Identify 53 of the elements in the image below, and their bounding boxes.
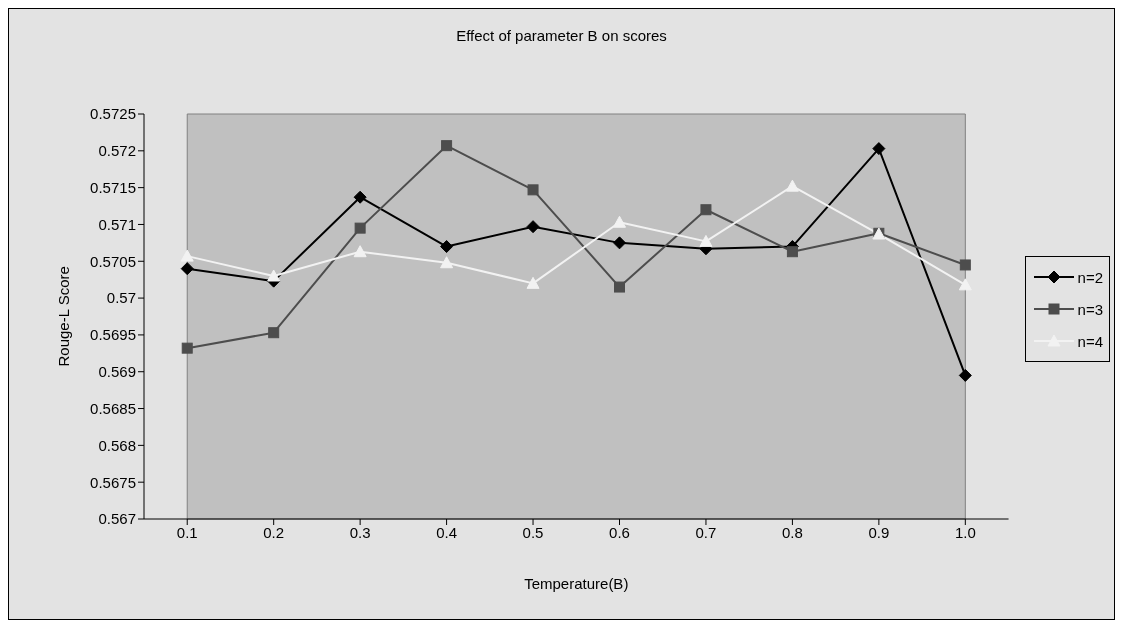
- point: [440, 256, 454, 269]
- point: [527, 184, 539, 196]
- point: [958, 368, 972, 382]
- point: [958, 278, 972, 291]
- point: [959, 259, 971, 271]
- point: [614, 281, 625, 293]
- x-tick-label: 0.9: [868, 523, 890, 541]
- y-tick-label: 0.571: [98, 215, 136, 233]
- point: [441, 140, 453, 152]
- point: [353, 245, 367, 258]
- point: [440, 240, 454, 254]
- x-tick-label: 1.0: [954, 523, 976, 541]
- point: [786, 246, 798, 258]
- x-tick-label: 0.1: [176, 523, 198, 541]
- y-axis-title: Rouge-L Score: [55, 266, 73, 367]
- point: [872, 142, 886, 156]
- point: [353, 190, 367, 204]
- y-tick-label: 0.5715: [90, 178, 136, 196]
- legend-label: n=3: [1077, 300, 1103, 318]
- y-tick-label: 0.5725: [90, 105, 136, 123]
- point: [700, 204, 712, 216]
- point: [785, 179, 799, 192]
- y-tick-label: 0.57: [106, 289, 136, 307]
- point: [613, 215, 626, 228]
- point: [181, 342, 193, 354]
- point: [526, 276, 540, 289]
- legend-label: n=2: [1077, 268, 1103, 286]
- x-axis-title: Temperature(B): [524, 575, 629, 592]
- y-tick-label: 0.5685: [90, 399, 136, 417]
- y-tick-label: 0.568: [98, 436, 136, 454]
- y-tick-label: 0.5675: [90, 473, 136, 491]
- point: [180, 249, 194, 262]
- x-tick-label: 0.8: [781, 523, 803, 541]
- point: [526, 220, 540, 234]
- chart-title: Effect of parameter B on scores: [455, 27, 668, 44]
- x-tick-label: 0.7: [695, 523, 717, 541]
- legend-label: n=4: [1077, 332, 1103, 350]
- y-tick-label: 0.5705: [90, 252, 136, 270]
- y-tick-label: 0.572: [98, 142, 136, 160]
- x-tick-label: 0.2: [263, 523, 285, 541]
- x-tick-label: 0.6: [609, 523, 630, 541]
- point: [268, 327, 280, 339]
- point: [267, 269, 281, 282]
- y-tick-label: 0.567: [98, 510, 136, 528]
- point: [613, 236, 626, 250]
- y-tick-label: 0.569: [98, 363, 136, 381]
- x-tick-label: 0.3: [349, 523, 371, 541]
- x-tick-label: 0.4: [436, 523, 458, 541]
- x-tick-label: 0.5: [522, 523, 544, 541]
- point: [354, 222, 366, 234]
- point: [699, 234, 713, 247]
- y-tick-label: 0.5695: [90, 326, 136, 344]
- point: [180, 262, 194, 276]
